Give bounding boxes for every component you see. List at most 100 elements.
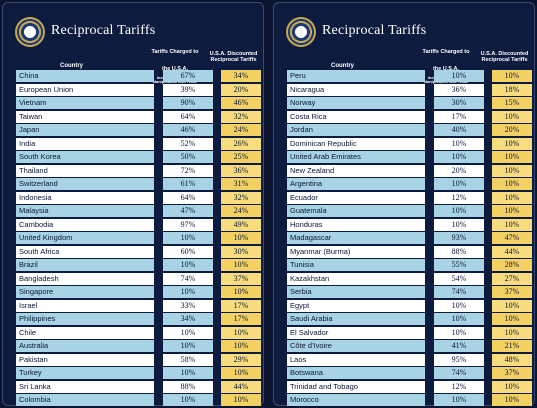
- charged-tariff-cell: 58%: [163, 353, 213, 366]
- charged-tariff-cell: 10%: [163, 326, 213, 339]
- country-cell: Nicaragua: [287, 83, 425, 96]
- table-row: Saudi Arabia 10% 10%: [287, 313, 532, 325]
- table-row: European Union 39% 20%: [16, 83, 261, 96]
- discounted-tariff-cell: 10%: [492, 380, 532, 393]
- discounted-tariff-cell: 10%: [221, 367, 261, 379]
- country-cell: Thailand: [16, 164, 154, 177]
- discounted-tariff-cell: 10%: [221, 286, 261, 298]
- country-cell: Saudi Arabia: [287, 313, 425, 325]
- charged-tariff-cell: 30%: [434, 97, 484, 109]
- charged-tariff-cell: 10%: [163, 232, 213, 244]
- discounted-tariff-cell: 32%: [221, 110, 261, 123]
- table-row: Trinidad and Tobago 12% 10%: [287, 380, 532, 393]
- country-cell: Botswana: [287, 367, 425, 379]
- charged-tariff-cell: 95%: [434, 353, 484, 366]
- country-cell: Vietnam: [16, 97, 154, 109]
- country-cell: United Kingdom: [16, 232, 154, 244]
- country-cell: Australia: [16, 340, 154, 352]
- country-cell: European Union: [16, 83, 154, 96]
- table-row: Singapore 10% 10%: [16, 286, 261, 298]
- country-cell: Myanmar (Burma): [287, 245, 425, 258]
- country-cell: India: [16, 137, 154, 150]
- country-cell: Serbia: [287, 286, 425, 298]
- table-row: South Korea 50% 25%: [16, 151, 261, 163]
- table-row: Vietnam 90% 46%: [16, 97, 261, 109]
- discounted-tariff-cell: 20%: [492, 124, 532, 136]
- country-cell: Cambodia: [16, 218, 154, 231]
- discounted-tariff-cell: 10%: [492, 164, 532, 177]
- country-cell: Switzerland: [16, 178, 154, 190]
- discounted-tariff-cell: 10%: [492, 394, 532, 406]
- discounted-tariff-cell: 44%: [492, 245, 532, 258]
- country-cell: Japan: [16, 124, 154, 136]
- discounted-tariff-cell: 36%: [221, 164, 261, 177]
- discounted-tariff-cell: 10%: [221, 326, 261, 339]
- table-row: Kazakhstan 54% 27%: [287, 272, 532, 285]
- discounted-tariff-cell: 18%: [492, 83, 532, 96]
- country-cell: Bangladesh: [16, 272, 154, 285]
- discounted-tariff-cell: 10%: [492, 299, 532, 312]
- country-cell: Jordan: [287, 124, 425, 136]
- country-cell: Philippines: [16, 313, 154, 325]
- discounted-tariff-cell: 32%: [221, 191, 261, 204]
- charged-tariff-cell: 74%: [434, 367, 484, 379]
- country-cell: New Zealand: [287, 164, 425, 177]
- discounted-tariff-cell: 10%: [492, 326, 532, 339]
- discounted-tariff-cell: 10%: [492, 178, 532, 190]
- charged-tariff-cell: 50%: [163, 151, 213, 163]
- charged-tariff-cell: 46%: [163, 124, 213, 136]
- discounted-tariff-cell: 10%: [492, 191, 532, 204]
- country-cell: Colombia: [16, 394, 154, 406]
- discounted-tariff-cell: 29%: [221, 353, 261, 366]
- charged-tariff-cell: 88%: [163, 380, 213, 393]
- discounted-tariff-cell: 46%: [221, 97, 261, 109]
- charged-tariff-cell: 10%: [434, 299, 484, 312]
- table-row: Philippines 34% 17%: [16, 313, 261, 325]
- discounted-tariff-cell: 28%: [492, 259, 532, 271]
- table-row: Turkey 10% 10%: [16, 367, 261, 379]
- table-row: Israel 33% 17%: [16, 299, 261, 312]
- discounted-tariff-cell: 47%: [492, 232, 532, 244]
- country-cell: Norway: [287, 97, 425, 109]
- table-row: Laos 95% 48%: [287, 353, 532, 366]
- discounted-tariff-cell: 31%: [221, 178, 261, 190]
- charged-tariff-cell: 10%: [434, 218, 484, 231]
- charged-tariff-cell: 10%: [163, 340, 213, 352]
- charged-tariff-cell: 33%: [163, 299, 213, 312]
- table-row: Colombia 10% 10%: [16, 394, 261, 406]
- table-row: Guatemala 10% 10%: [287, 205, 532, 217]
- country-cell: Israel: [16, 299, 154, 312]
- discounted-tariff-cell: 25%: [221, 151, 261, 163]
- table-row: India 52% 26%: [16, 137, 261, 150]
- discounted-tariff-cell: 20%: [221, 83, 261, 96]
- table-row: Chile 10% 10%: [16, 326, 261, 339]
- charged-tariff-cell: 12%: [434, 380, 484, 393]
- presidential-seal-icon: [286, 17, 316, 47]
- discounted-tariff-cell: 10%: [221, 259, 261, 271]
- charged-tariff-cell: 72%: [163, 164, 213, 177]
- country-cell: Turkey: [16, 367, 154, 379]
- charged-tariff-cell: 39%: [163, 83, 213, 96]
- country-cell: Peru: [287, 70, 425, 82]
- discounted-tariff-cell: 37%: [492, 367, 532, 379]
- discounted-tariff-cell: 44%: [221, 380, 261, 393]
- table-row: Madagascar 93% 47%: [287, 232, 532, 244]
- discounted-tariff-cell: 10%: [221, 340, 261, 352]
- country-cell: Laos: [287, 353, 425, 366]
- charged-tariff-cell: 36%: [434, 83, 484, 96]
- charged-column-title: Tariffs Charged to the U.S.A.: [151, 49, 199, 72]
- country-cell: Pakistan: [16, 353, 154, 366]
- charged-tariff-cell: 54%: [434, 272, 484, 285]
- discount-column-header: U.S.A. Discounted Reciprocal Tariffs: [209, 51, 258, 64]
- country-cell: Chile: [16, 326, 154, 339]
- charged-tariff-cell: 12%: [434, 191, 484, 204]
- charged-tariff-cell: 41%: [434, 340, 484, 352]
- table-row: Pakistan 58% 29%: [16, 353, 261, 366]
- charged-tariff-cell: 10%: [163, 394, 213, 406]
- right-table: Peru 10% 10% Nicaragua 36% 18% Norway 30% 15% Cos…: [287, 70, 532, 408]
- country-cell: Tunisia: [287, 259, 425, 271]
- charged-tariff-cell: 93%: [434, 232, 484, 244]
- table-row: Egypt 10% 10%: [287, 299, 532, 312]
- country-cell: Guatemala: [287, 205, 425, 217]
